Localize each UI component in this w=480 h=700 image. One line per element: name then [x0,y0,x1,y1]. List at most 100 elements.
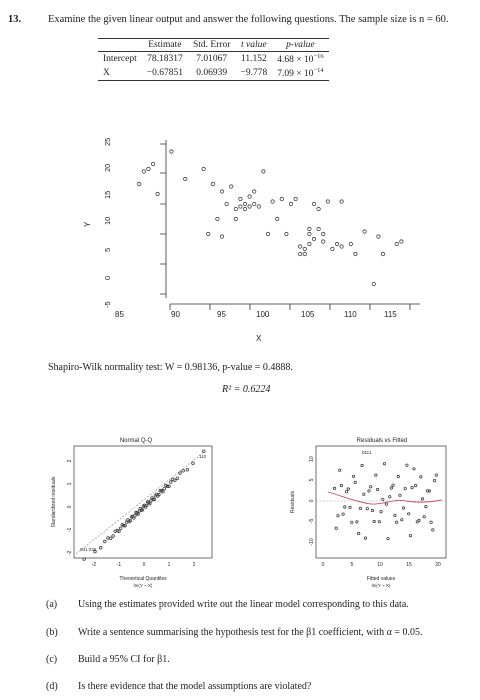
qq-y-tick: 0 [67,505,73,508]
scatter-point [238,204,243,209]
rvf-point [400,518,404,522]
part-label: (b) [46,627,58,638]
qq-x-tick: 0 [143,562,146,568]
rvf-point [363,536,368,540]
rvf-point [382,462,387,466]
scatter-point [215,216,220,222]
table-cell: 78.18317 [147,54,183,65]
scatter-point [288,201,294,207]
qq-x-label: Theoretical Quantiles [119,576,167,582]
x-tick-label: 85 [115,310,124,319]
rvf-point [388,495,392,499]
scatter-point [233,216,238,222]
qq-y-label: Standardized residuals [51,476,57,527]
qq-point [152,497,156,502]
rvf-point [374,473,378,477]
scatter-point [302,251,307,257]
rvf-point [369,485,373,489]
y-axis-label: Y [83,221,92,227]
rvf-point [419,475,423,479]
table-header-cell: t value [241,40,267,50]
qq-point [121,523,126,528]
scatter-point [233,206,238,212]
part-label: (c) [46,654,58,665]
qq-x-tick: 2 [193,562,196,568]
qq-point [185,468,189,472]
x-axis-label: X [256,334,262,343]
scatter-point [183,176,188,182]
rvf-y-tick: 10 [309,456,315,462]
question-number: 13. [8,14,22,25]
rvf-point [407,512,411,516]
rvf-point [381,497,385,501]
qq-y-tick: -1 [67,528,73,533]
rvf-point [401,506,406,510]
scatter-point [311,201,317,207]
qq-point [144,503,149,508]
scatter-point [219,189,225,194]
rvf-x-tick: 15 [406,562,412,568]
table-cell: 0.06939 [196,68,228,79]
qq-point [108,536,113,540]
rvf-point [336,514,340,518]
rvf-point [389,486,394,490]
x-tick-label: 115 [384,310,397,319]
table-header-cell: p-value [286,40,315,50]
y-tick-label: 0 [103,276,112,280]
scatter-point [371,281,376,287]
scatter-point [284,231,289,237]
question-text: Examine the given linear output and answ… [48,14,449,25]
scatter-point [330,246,335,252]
scatter-point [169,149,174,154]
rvf-point [372,519,376,524]
scatter-point [229,184,234,189]
part-text: Is there evidence that the model assumpt… [78,681,312,692]
rvf-point [384,502,388,506]
part-label: (a) [46,599,58,610]
rvf-point [346,487,350,491]
scatter-point [201,166,206,172]
qq-point [136,512,140,516]
rvf-y-tick: -10 [309,538,315,545]
y-tick-label: -5 [103,301,112,308]
scatter-point [238,196,243,202]
qq-point [148,501,152,506]
qq-point [99,545,103,550]
x-tick-label: 100 [256,310,270,319]
qq-x-tick: -1 [117,562,122,568]
rvf-point [360,463,364,468]
qq-point [202,449,206,453]
rvf-point [355,520,359,524]
rvf-point [348,505,352,510]
rvf-points [332,462,438,541]
qq-point [140,508,145,512]
qq-x-tick: -2 [92,562,97,568]
scatter-point [146,166,151,172]
qq-point-label: 110 [199,454,207,459]
scatter-point [353,251,358,257]
qq-point [117,529,121,533]
y-tick-label: 25 [103,138,112,146]
rvf-point [379,510,383,514]
rvf-point [429,520,433,524]
scatter-point [155,191,160,197]
scatter-point [224,201,229,207]
table-cell: Intercept [103,54,137,65]
scatter-point [362,229,367,234]
scatter-point [376,234,381,239]
qq-point [158,489,162,493]
scatter-point [339,244,344,249]
qq-title: Normal Q-Q [120,438,153,444]
x-tick-label: 105 [301,310,315,319]
table-cell: 11.152 [240,54,267,65]
qq-point [157,492,161,497]
rvf-point [424,505,428,509]
part-text: Using the estimates provided write out t… [78,599,409,610]
rvf-point [339,483,344,488]
rvf-y-tick: -5 [309,519,315,524]
scatter-point [247,204,252,209]
qq-point [111,534,115,538]
rvf-point [338,468,342,472]
scatter-point [252,201,257,207]
qq-point [191,461,195,465]
